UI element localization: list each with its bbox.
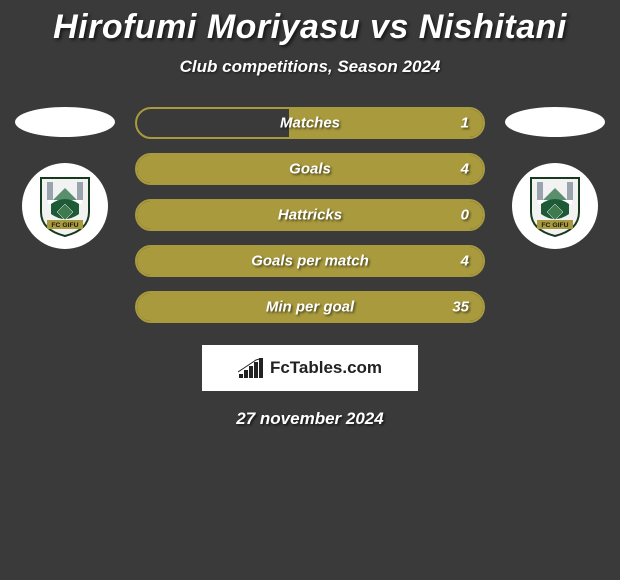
player-avatar-right (505, 107, 605, 137)
stat-label: Min per goal (266, 299, 354, 316)
left-column: FC GIFU (15, 107, 115, 249)
stat-row-matches: Matches 1 (135, 107, 485, 139)
club-crest-right-icon: FC GIFU (523, 174, 587, 238)
stat-value: 4 (461, 253, 469, 270)
brand-chart-icon (238, 358, 264, 378)
stat-row-goals: Goals 4 (135, 153, 485, 185)
stat-value: 1 (461, 115, 469, 132)
svg-text:FC GIFU: FC GIFU (541, 222, 568, 229)
player-avatar-left (15, 107, 115, 137)
footer-date: 27 november 2024 (0, 409, 620, 429)
stat-label: Goals (289, 161, 331, 178)
stat-row-goals-per-match: Goals per match 4 (135, 245, 485, 277)
comparison-card: Hirofumi Moriyasu vs Nishitani Club comp… (0, 0, 620, 429)
stat-row-hattricks: Hattricks 0 (135, 199, 485, 231)
right-column: FC GIFU (505, 107, 605, 249)
stat-label: Goals per match (251, 253, 369, 270)
page-title: Hirofumi Moriyasu vs Nishitani (0, 8, 620, 47)
club-crest-left-icon: FC GIFU (33, 174, 97, 238)
stat-value: 0 (461, 207, 469, 224)
stat-label: Hattricks (278, 207, 342, 224)
brand-link[interactable]: FcTables.com (202, 345, 418, 391)
stat-row-min-per-goal: Min per goal 35 (135, 291, 485, 323)
page-subtitle: Club competitions, Season 2024 (0, 57, 620, 77)
stat-value: 4 (461, 161, 469, 178)
club-crest-right: FC GIFU (512, 163, 598, 249)
main-row: FC GIFU Matches 1 Goals 4 Hattricks 0 (0, 107, 620, 323)
stat-label: Matches (280, 115, 340, 132)
club-crest-left: FC GIFU (22, 163, 108, 249)
brand-text: FcTables.com (270, 358, 382, 378)
stats-column: Matches 1 Goals 4 Hattricks 0 Goals per … (135, 107, 485, 323)
stat-value: 35 (452, 299, 469, 316)
svg-text:FC GIFU: FC GIFU (51, 222, 78, 229)
